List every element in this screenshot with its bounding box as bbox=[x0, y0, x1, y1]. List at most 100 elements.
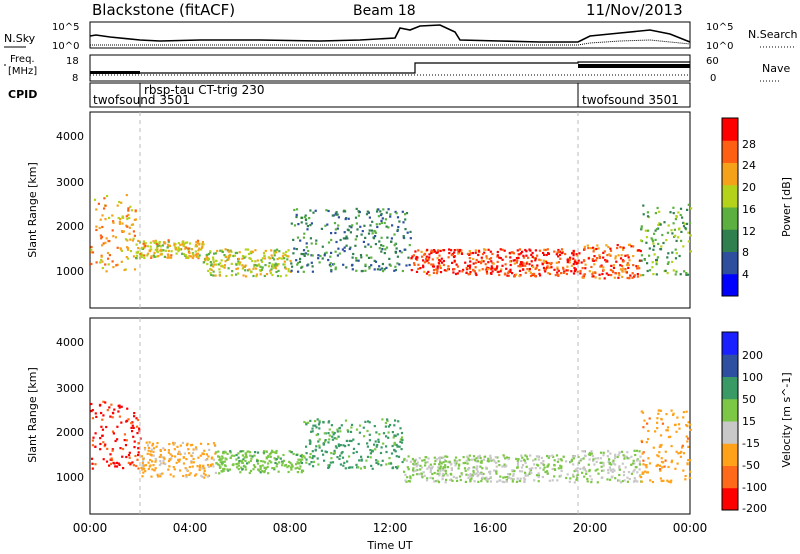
power-echo-cell bbox=[405, 212, 409, 215]
velocity-echo-cell bbox=[613, 469, 616, 472]
velocity-echo-cell bbox=[151, 468, 154, 471]
velocity-echo-cell bbox=[357, 466, 360, 469]
velocity-echo-cell bbox=[429, 470, 432, 474]
power-echo-cell bbox=[684, 227, 687, 230]
velocity-echo-cell bbox=[369, 449, 372, 452]
velocity-colorbar-cell bbox=[722, 332, 738, 355]
power-echo-cell bbox=[423, 252, 427, 255]
velocity-echo-cell bbox=[206, 475, 209, 478]
power-echo-cell bbox=[673, 228, 676, 231]
velocity-echo-cell bbox=[444, 466, 447, 469]
power-echo-cell bbox=[612, 266, 616, 269]
velocity-echo-cell bbox=[349, 466, 352, 469]
velocity-echo-cell bbox=[373, 443, 376, 446]
velocity-echo-cell bbox=[133, 412, 136, 415]
power-echo-cell bbox=[667, 224, 670, 227]
velocity-echo-cell bbox=[122, 467, 125, 470]
velocity-echo-cell bbox=[117, 410, 120, 413]
power-colorbar-cell bbox=[722, 140, 738, 163]
power-echo-cell bbox=[127, 207, 130, 210]
power-echo-cell bbox=[155, 240, 158, 244]
velocity-echo-cell bbox=[102, 458, 105, 461]
velocity-echo-cell bbox=[597, 472, 600, 475]
velocity-echo-cell bbox=[132, 426, 135, 429]
velocity-echo-cell bbox=[305, 461, 308, 464]
power-echo-cell bbox=[142, 240, 145, 243]
velocity-cbar-tick-15: 15 bbox=[742, 415, 756, 428]
power-echo-cell bbox=[501, 248, 504, 251]
velocity-echo-cell bbox=[147, 461, 150, 464]
velocity-echo-cell bbox=[393, 424, 396, 427]
power-echo-cell bbox=[466, 252, 469, 255]
power-echo-cell bbox=[329, 255, 332, 258]
velocity-echo-cell bbox=[217, 450, 220, 453]
power-echo-cell bbox=[659, 248, 663, 251]
velocity-echo-cell bbox=[684, 478, 687, 481]
power-echo-cell bbox=[334, 212, 337, 215]
velocity-echo-cell bbox=[524, 471, 527, 474]
power-echo-cell bbox=[615, 260, 618, 263]
velocity-echo-cell bbox=[91, 417, 94, 420]
velocity-echo-cell bbox=[156, 442, 159, 445]
velocity-echo-cell bbox=[370, 464, 373, 467]
power-echo-cell bbox=[632, 245, 635, 248]
velocity-echo-cell bbox=[173, 468, 176, 471]
power-echo-cell bbox=[185, 256, 188, 259]
velocity-echo-cell bbox=[360, 455, 363, 458]
power-echo-cell bbox=[205, 255, 208, 258]
power-echo-cell bbox=[128, 226, 131, 229]
velocity-echo-cell bbox=[118, 406, 121, 409]
velocity-echo-cell bbox=[233, 454, 236, 457]
power-echo-cell bbox=[267, 256, 270, 259]
power-echo-cell bbox=[383, 252, 386, 255]
power-echo-cell bbox=[325, 251, 328, 254]
noise-tick-left-bottom: 10^0 bbox=[52, 41, 79, 52]
power-echo-cell bbox=[674, 234, 677, 237]
velocity-echo-cell bbox=[390, 452, 394, 455]
power-echo-cell bbox=[330, 251, 333, 254]
power-echo-cell bbox=[504, 255, 508, 258]
velocity-echo-cell bbox=[433, 462, 436, 466]
power-echo-cell bbox=[583, 245, 586, 248]
power-echo-cell bbox=[137, 239, 140, 242]
power-echo-cell bbox=[214, 274, 217, 277]
power-ytick-3000: 3000 bbox=[56, 176, 84, 189]
velocity-echo-cell bbox=[395, 455, 398, 458]
velocity-echo-cell bbox=[508, 473, 512, 476]
velocity-echo-cell bbox=[566, 473, 569, 476]
velocity-echo-cell bbox=[244, 459, 247, 462]
power-echo-cell bbox=[128, 232, 131, 235]
power-echo-cell bbox=[118, 220, 121, 223]
velocity-echo-cell bbox=[537, 480, 540, 483]
velocity-echo-cell bbox=[95, 415, 98, 418]
velocity-echo-cell bbox=[119, 447, 122, 450]
velocity-echo-cell bbox=[450, 468, 453, 472]
power-echo-cell bbox=[383, 221, 386, 225]
power-echo-cell bbox=[143, 256, 146, 260]
power-echo-cell bbox=[685, 273, 688, 276]
velocity-echo-cell bbox=[188, 452, 191, 455]
velocity-echo-cell bbox=[218, 466, 222, 469]
velocity-echo-cell bbox=[665, 413, 668, 416]
power-echo-cell bbox=[184, 254, 187, 257]
power-echo-cell bbox=[304, 218, 308, 222]
power-echo-cell bbox=[654, 238, 657, 241]
velocity-echo-cell bbox=[366, 429, 369, 433]
power-echo-cell bbox=[546, 265, 549, 268]
velocity-echo-cell bbox=[423, 459, 426, 462]
velocity-echo-cell bbox=[477, 480, 480, 483]
velocity-echo-cell bbox=[626, 480, 629, 483]
power-echo-cell bbox=[496, 255, 499, 258]
power-echo-cell bbox=[638, 249, 641, 252]
velocity-echo-cell bbox=[473, 473, 476, 476]
power-echo-cell bbox=[181, 240, 184, 244]
power-echo-cell bbox=[95, 261, 98, 264]
power-echo-cell bbox=[382, 270, 385, 273]
velocity-echo-cell bbox=[664, 459, 667, 462]
velocity-echo-cell bbox=[204, 458, 207, 462]
velocity-echo-cell bbox=[350, 426, 353, 429]
velocity-echo-cell bbox=[229, 451, 232, 454]
power-echo-cell bbox=[270, 254, 273, 257]
velocity-echo-cell bbox=[644, 470, 647, 473]
velocity-echo-cell bbox=[201, 475, 204, 478]
